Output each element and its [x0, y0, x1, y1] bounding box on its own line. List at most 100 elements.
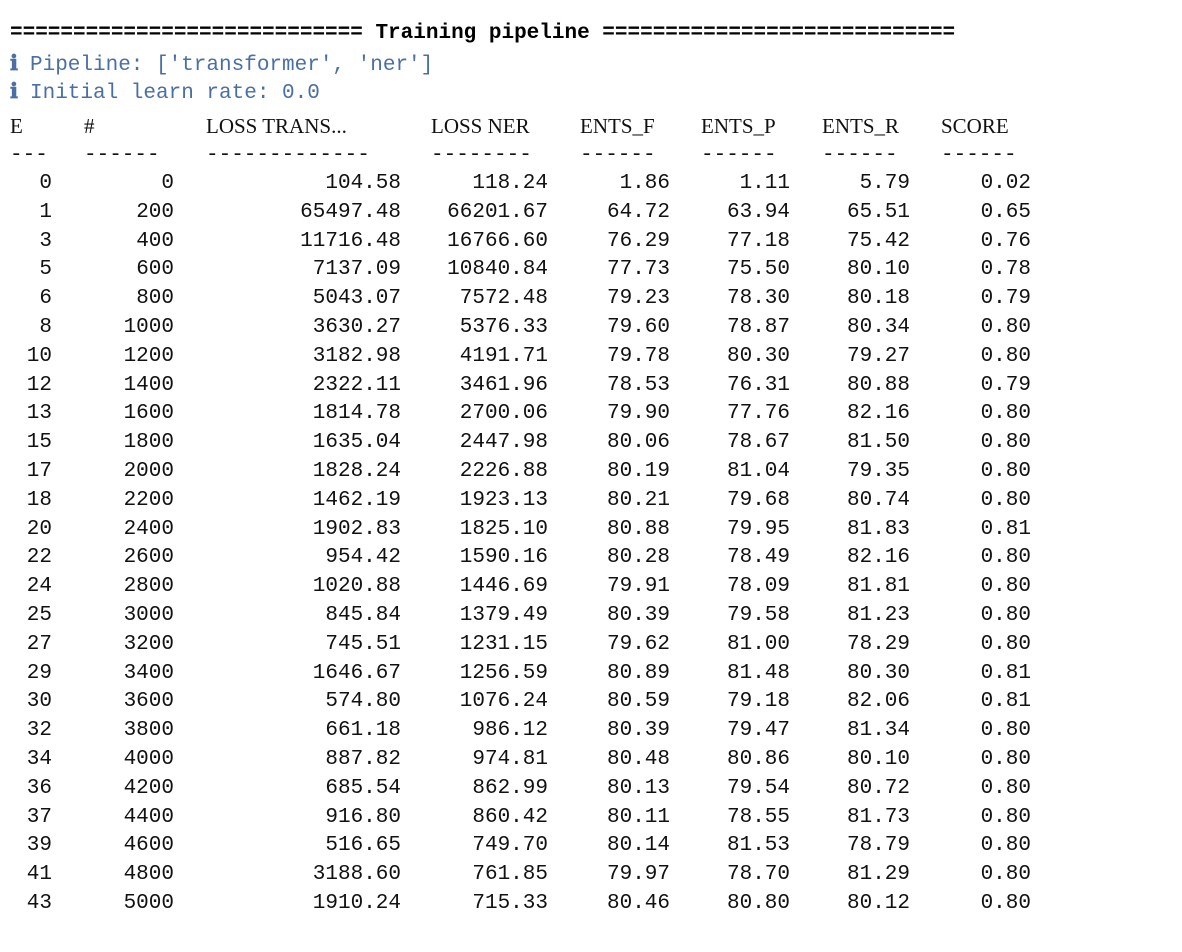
cell-loss-ner: 1076.24: [459, 690, 548, 714]
cell-loss-ner: 1446.69: [459, 575, 548, 599]
cell-score: 0.76: [980, 229, 1031, 253]
cell-loss-ner: 761.85: [472, 863, 548, 887]
cell-ents-p: 63.94: [726, 200, 790, 224]
cell-ents-f: 79.62: [606, 632, 670, 656]
cell-ents-p: 75.50: [726, 258, 790, 282]
cell-epoch: 12: [26, 373, 52, 397]
table-row: 8 1000 3630.27 5376.33 79.60 78.87 80.34 0.80: [0, 314, 1182, 342]
cell-ents-p: 80.30: [726, 344, 790, 368]
cell-ents-p: 79.68: [726, 488, 790, 512]
table-row: 32 3800 661.18 986.12 80.39 79.47 81.34 0.80: [0, 717, 1182, 745]
cell-epoch: 36: [26, 776, 52, 800]
cell-ents-p: 77.76: [726, 402, 790, 426]
cell-loss-ner: 3461.96: [459, 373, 548, 397]
cell-score: 0.80: [980, 402, 1031, 426]
separator-epoch: ---: [10, 144, 48, 167]
cell-ents-r: 65.51: [846, 200, 910, 224]
cell-loss-ner: 1590.16: [459, 546, 548, 570]
cell-ents-r: 80.10: [846, 748, 910, 771]
table-row: 22 2600 954.42 1590.16 80.28 78.49 82.16 0.80: [0, 544, 1182, 572]
table-row: 37 4400 916.80 860.42 80.11 78.55 81.73 0.80: [0, 804, 1182, 832]
cell-loss-ner: 860.42: [472, 805, 548, 829]
table-row: 12 1400 2322.11 3461.96 78.53 76.31 80.88 0.79: [0, 372, 1182, 400]
cell-ents-r: 81.73: [846, 805, 910, 829]
cell-ents-r: 80.88: [846, 373, 910, 397]
cell-loss-trans: 3188.60: [312, 863, 401, 887]
cell-ents-f: 78.53: [606, 373, 670, 397]
cell-score: 0.80: [980, 460, 1031, 483]
cell-step: 0: [161, 172, 174, 195]
cell-loss-ner: 1379.49: [459, 604, 548, 627]
cell-loss-ner: 16766.60: [447, 229, 548, 253]
cell-loss-ner: 749.70: [472, 834, 548, 858]
cell-loss-ner: 1231.15: [459, 632, 548, 656]
column-header-step: #: [84, 114, 95, 138]
cell-epoch: 3: [39, 229, 52, 253]
cell-loss-ner: 862.99: [472, 776, 548, 800]
cell-step: 4400: [123, 805, 174, 829]
cell-loss-trans: 1020.88: [312, 575, 401, 599]
table-separator-row: --- ------ ------------- -------- ------ ----…: [0, 142, 1182, 170]
cell-ents-f: 76.29: [606, 229, 670, 253]
cell-score: 0.81: [980, 517, 1031, 541]
cell-ents-p: 81.48: [726, 661, 790, 685]
table-row: 25 3000 845.84 1379.49 80.39 79.58 81.23 0.80: [0, 602, 1182, 630]
cell-score: 0.78: [980, 258, 1031, 282]
cell-step: 200: [136, 200, 174, 224]
cell-ents-r: 81.29: [846, 863, 910, 887]
cell-loss-trans: 7137.09: [312, 258, 401, 282]
info-text: Initial learn rate: 0.0: [29, 82, 320, 105]
cell-loss-trans: 916.80: [325, 805, 401, 829]
info-icon: ℹ: [10, 82, 18, 105]
info-icon: ℹ: [10, 54, 18, 77]
cell-loss-trans: 574.80: [325, 690, 401, 714]
info-line-learn-rate: ℹ Initial learn rate: 0.0: [10, 80, 320, 108]
cell-ents-p: 77.18: [726, 229, 790, 253]
cell-ents-p: 78.87: [726, 316, 790, 339]
cell-score: 0.80: [980, 488, 1031, 512]
table-row: 27 3200 745.51 1231.15 79.62 81.00 78.29 0.80: [0, 631, 1182, 659]
separator-ents-r: ------: [822, 144, 898, 167]
table-row: 18 2200 1462.19 1923.13 80.21 79.68 80.74 0.80: [0, 487, 1182, 515]
cell-loss-ner: 1825.10: [459, 517, 548, 541]
cell-loss-ner: 986.12: [472, 719, 548, 743]
cell-loss-trans: 1814.78: [312, 402, 401, 426]
cell-loss-ner: 10840.84: [447, 258, 548, 282]
cell-ents-r: 81.83: [846, 517, 910, 541]
cell-score: 0.80: [980, 776, 1031, 800]
cell-loss-trans: 661.18: [325, 719, 401, 743]
cell-ents-f: 80.46: [606, 892, 670, 915]
cell-loss-trans: 887.82: [325, 748, 401, 771]
cell-score: 0.80: [980, 575, 1031, 599]
cell-ents-p: 76.31: [726, 373, 790, 397]
cell-ents-r: 82.16: [846, 546, 910, 570]
cell-score: 0.02: [980, 172, 1031, 195]
cell-epoch: 39: [26, 834, 52, 858]
table-row: 3 400 11716.48 16766.60 76.29 77.18 75.42 0.76: [0, 228, 1182, 256]
cell-step: 400: [136, 229, 174, 253]
cell-step: 4600: [123, 834, 174, 858]
cell-loss-trans: 516.65: [325, 834, 401, 858]
cell-ents-f: 80.39: [606, 604, 670, 627]
cell-loss-trans: 65497.48: [300, 200, 401, 224]
cell-loss-ner: 1923.13: [459, 488, 548, 512]
cell-epoch: 43: [26, 892, 52, 915]
table-row: 43 5000 1910.24 715.33 80.46 80.80 80.12 0.80: [0, 890, 1182, 918]
cell-epoch: 8: [39, 316, 52, 339]
column-header-ents-r: ENTS_R: [822, 114, 900, 138]
cell-ents-f: 64.72: [606, 200, 670, 224]
cell-ents-r: 80.18: [846, 287, 910, 311]
table-row: 24 2800 1020.88 1446.69 79.91 78.09 81.81 0.80: [0, 573, 1182, 601]
cell-ents-p: 78.09: [726, 575, 790, 599]
cell-ents-p: 78.55: [726, 805, 790, 829]
cell-score: 0.80: [980, 863, 1031, 887]
cell-score: 0.80: [980, 892, 1031, 915]
cell-ents-r: 80.34: [846, 316, 910, 339]
cell-ents-p: 78.70: [726, 863, 790, 887]
cell-ents-f: 80.59: [606, 690, 670, 714]
cell-loss-ner: 5376.33: [459, 316, 548, 339]
cell-loss-ner: 974.81: [472, 748, 548, 771]
cell-epoch: 34: [26, 748, 52, 771]
table-row: 34 4000 887.82 974.81 80.48 80.86 80.10 0.80: [0, 746, 1182, 774]
